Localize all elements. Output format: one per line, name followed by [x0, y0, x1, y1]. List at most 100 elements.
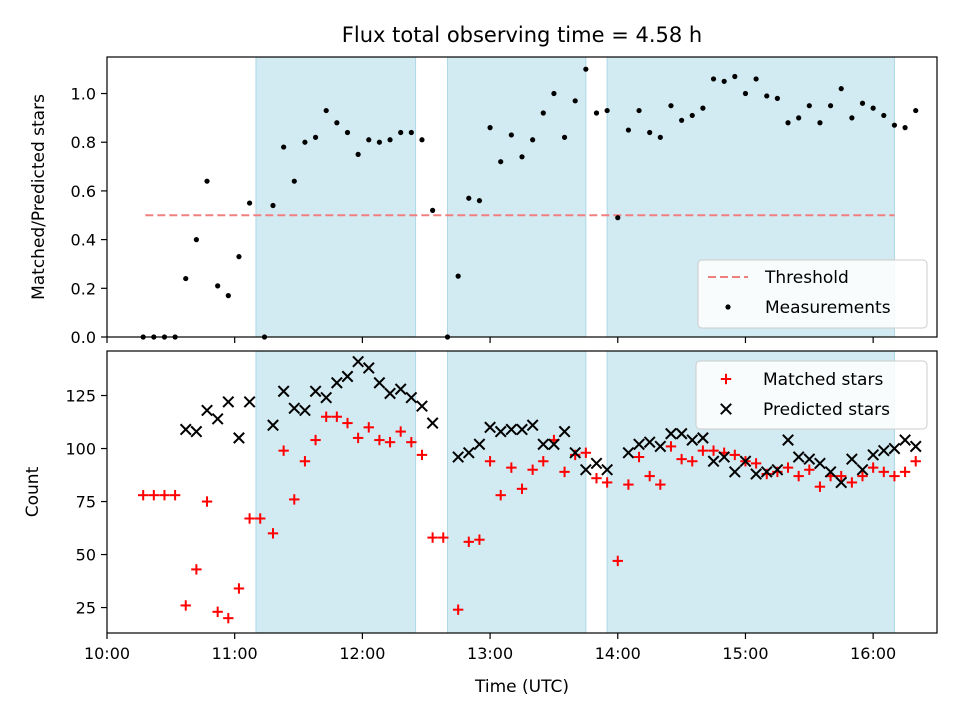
predicted-point-49 — [739, 455, 752, 468]
measurement-point-9 — [236, 254, 242, 260]
matched-point-66 — [846, 477, 858, 488]
measurement-point-40 — [572, 98, 578, 104]
matched-point-55 — [729, 449, 741, 461]
predicted-point-42 — [665, 427, 677, 440]
matched-point-42 — [591, 473, 602, 484]
legend-matched-swatch — [720, 373, 732, 385]
matched-point-71 — [899, 466, 911, 478]
measurement-point-26 — [419, 137, 425, 143]
matched-point-23 — [384, 436, 396, 448]
predicted-point-17 — [373, 376, 386, 389]
predicted-point-57 — [824, 465, 837, 478]
bottom-ytick-label-4: 125 — [65, 387, 96, 406]
matched-point-50 — [676, 453, 687, 465]
predicted-point-3 — [211, 412, 224, 425]
measurement-point-46 — [636, 107, 642, 114]
predicted-point-23 — [452, 451, 465, 463]
matched-point-8 — [223, 612, 234, 624]
matched-point-65 — [836, 470, 847, 482]
matched-point-62 — [804, 464, 815, 475]
legend-matched-label: Matched stars — [763, 370, 883, 390]
predicted-point-37 — [601, 463, 614, 476]
matched-point-37 — [538, 456, 549, 467]
matched-point-63 — [814, 481, 826, 492]
predicted-point-4 — [222, 395, 235, 408]
matched-point-24 — [395, 426, 406, 437]
matched-point-53 — [708, 445, 719, 456]
matched-point-46 — [633, 451, 645, 463]
measurement-point-14 — [291, 178, 297, 184]
matched-point-10 — [244, 513, 255, 524]
measurement-point-29 — [455, 273, 461, 279]
bottom-y-axis-label: Count — [23, 466, 43, 517]
measurement-point-8 — [225, 293, 231, 299]
measurement-point-22 — [376, 139, 383, 145]
matched-point-0 — [137, 489, 149, 501]
measurement-point-10 — [246, 200, 253, 206]
matched-point-14 — [289, 494, 300, 505]
matched-point-70 — [889, 470, 900, 482]
bottom-ytick-label-0: 25 — [76, 599, 96, 618]
predicted-point-62 — [877, 444, 890, 457]
measurement-point-71 — [902, 125, 908, 131]
top-measurement-points — [140, 66, 919, 340]
bottom-ytick-label-2: 75 — [76, 493, 96, 512]
predicted-point-54 — [792, 451, 805, 463]
measurement-point-68 — [870, 105, 876, 111]
predicted-point-25 — [473, 438, 486, 451]
measurement-point-57 — [753, 76, 759, 82]
predicted-point-52 — [771, 463, 784, 476]
predicted-point-55 — [803, 453, 816, 466]
predicted-point-63 — [888, 442, 901, 455]
chart-title: Flux total observing time = 4.58 h — [342, 23, 702, 47]
bottom-xtick-label-3: 13:00 — [467, 644, 513, 663]
top-y-axis-label: Matched/Predicted stars — [29, 94, 49, 300]
top-panel: 0.0 0.2 0.4 0.6 0.8 1.0 Matched/Predicted sta… — [29, 56, 938, 347]
measurement-point-24 — [398, 129, 404, 136]
bottom-xtick-label-1: 11:00 — [212, 644, 258, 663]
predicted-point-13 — [330, 376, 343, 389]
matched-point-34 — [506, 462, 517, 473]
bottom-xtick-label-5: 15:00 — [722, 644, 768, 663]
predicted-point-15 — [352, 355, 365, 368]
top-ytick-label-4: 0.8 — [71, 133, 96, 152]
predicted-point-45 — [696, 432, 709, 444]
predicted-point-5 — [233, 432, 245, 444]
measurement-point-42 — [593, 110, 600, 116]
measurement-point-31 — [476, 198, 483, 204]
measurement-point-52 — [700, 105, 706, 111]
predicted-point-9 — [288, 402, 301, 415]
measurement-point-16 — [312, 134, 319, 140]
top-x-ticks — [106, 337, 874, 343]
matched-point-43 — [601, 477, 613, 488]
shaded-band-0 — [255, 350, 417, 634]
bottom-x-axis-label: Time (UTC) — [474, 677, 569, 697]
matched-point-60 — [782, 462, 794, 473]
measurement-point-7 — [215, 283, 221, 289]
bottom-y-ticks: 25 50 75 100 125 — [65, 387, 107, 618]
measurement-point-6 — [204, 178, 210, 184]
matched-point-61 — [793, 470, 804, 482]
bottom-x-ticks: 10:00 11:00 12:00 13:00 14:00 15:00 16:00 — [84, 633, 896, 663]
predicted-point-14 — [341, 370, 354, 383]
matched-point-44 — [612, 555, 623, 567]
matched-point-32 — [484, 456, 496, 467]
matched-point-17 — [321, 411, 332, 422]
matched-point-33 — [495, 489, 506, 501]
predicted-point-59 — [845, 453, 858, 466]
shaded-band-0 — [255, 56, 417, 338]
matched-point-48 — [655, 479, 666, 490]
predicted-point-44 — [686, 434, 699, 446]
predicted-point-60 — [856, 463, 869, 476]
top-legend: Threshold Measurements — [697, 259, 928, 329]
predicted-point-29 — [516, 423, 528, 436]
legend-threshold-label: Threshold — [764, 268, 849, 288]
predicted-point-65 — [909, 440, 922, 453]
predicted-point-12 — [320, 391, 333, 404]
top-ytick-label-5: 1.0 — [71, 85, 96, 104]
measurement-point-60 — [785, 120, 791, 126]
matched-point-36 — [527, 464, 538, 475]
matched-point-7 — [212, 606, 223, 617]
predicted-point-46 — [707, 455, 720, 468]
matched-point-57 — [750, 458, 762, 469]
